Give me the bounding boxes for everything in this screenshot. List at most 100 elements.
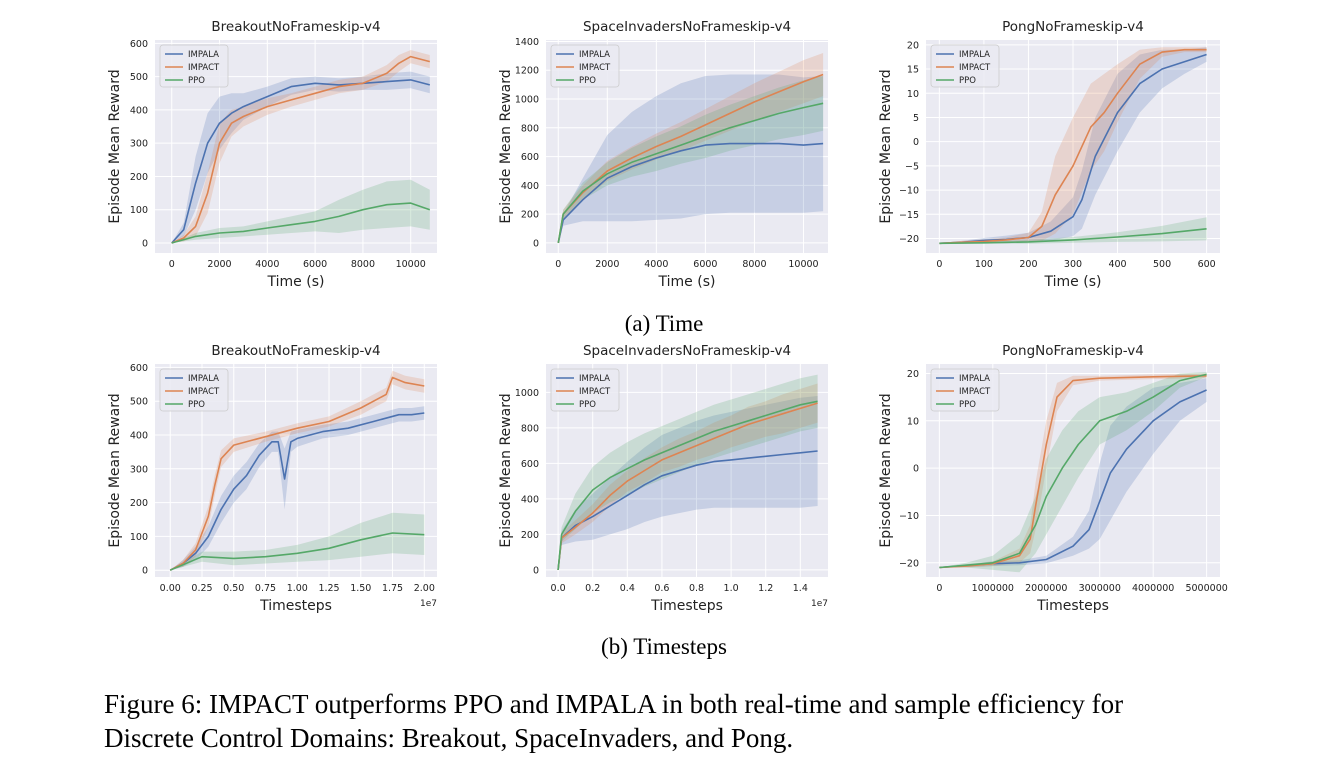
y-tick-label: 15 xyxy=(907,65,919,76)
x-tick-label: 1.2 xyxy=(758,583,773,594)
chart-panel-6: 0 1000000 2000000 3000000 4000000 5000000 −20 −… xyxy=(878,343,1228,614)
chart-title: PongNoFrameskip-v4 xyxy=(1002,19,1144,35)
y-tick-label: 1200 xyxy=(515,66,539,77)
y-axis-label: Episode Mean Reward xyxy=(878,393,894,547)
x-tick-label: 10000 xyxy=(396,259,426,270)
x-offset-label: 1e7 xyxy=(811,599,828,609)
x-tick-label: 2000 xyxy=(595,259,619,270)
chart-panel-4: 0.00 0.25 0.50 0.75 1.00 1.25 1.50 1.75 2.00 0 100… xyxy=(107,343,437,614)
series-layer xyxy=(171,50,431,244)
y-axis-label: Episode Mean Reward xyxy=(878,69,894,223)
x-tick-label: 2000 xyxy=(207,259,231,270)
legend: IMPALA IMPACT PPO xyxy=(550,368,620,412)
figure-caption-line-1: Figure 6: IMPACT outperforms PPO and IMP… xyxy=(104,689,1124,719)
series-line-impact xyxy=(939,48,1207,245)
series-band-impact xyxy=(171,50,430,243)
series-layer xyxy=(557,374,818,570)
legend-label-impala: IMPALA xyxy=(579,374,610,384)
x-tick-label: 0 xyxy=(936,583,942,594)
x-tick-label: 6000 xyxy=(303,259,327,270)
x-axis-label: Time (s) xyxy=(1044,274,1102,290)
chart-title: SpaceInvadersNoFrameskip-v4 xyxy=(583,343,791,359)
legend-box xyxy=(550,44,620,88)
x-tick-label: 4000000 xyxy=(1132,583,1174,594)
series-line-ppo xyxy=(939,373,1207,569)
y-tick-label: −10 xyxy=(899,511,919,522)
y-tick-label: 100 xyxy=(130,532,148,543)
y-tick-label: 1000 xyxy=(515,388,539,399)
y-axis-label: Episode Mean Reward xyxy=(498,69,514,223)
series-band-impala xyxy=(171,71,430,243)
legend-label-ppo: PPO xyxy=(579,76,596,86)
x-tick-label: 300 xyxy=(1064,259,1082,270)
x-axis-label: Timesteps xyxy=(650,598,723,614)
y-tick-label: 200 xyxy=(130,498,148,509)
series-line-ppo xyxy=(557,102,824,244)
legend-label-impact: IMPACT xyxy=(579,63,611,73)
y-tick-label: 100 xyxy=(130,205,148,216)
x-tick-label: 0 xyxy=(555,259,561,270)
legend-box xyxy=(159,44,229,88)
x-tick-label: 1.25 xyxy=(318,583,339,594)
x-tick-label: 10000 xyxy=(788,259,818,270)
y-tick-label: 200 xyxy=(130,172,148,183)
legend-label-impact: IMPACT xyxy=(579,387,611,397)
y-tick-label: −15 xyxy=(899,210,919,221)
series-line-ppo xyxy=(171,202,431,244)
series-band-ppo xyxy=(171,179,430,243)
x-tick-label: 1.00 xyxy=(287,583,308,594)
legend-label-impala: IMPALA xyxy=(188,374,219,384)
y-tick-label: 1000 xyxy=(515,95,539,106)
y-tick-label: 600 xyxy=(130,363,148,374)
x-tick-label: 1.50 xyxy=(350,583,371,594)
chart-panel-3: 0 100 200 300 400 500 600 −20 −15 −10 −5 0 5 10 15 20 Po… xyxy=(878,19,1220,290)
x-tick-label: 200 xyxy=(1019,259,1037,270)
x-tick-label: 2000000 xyxy=(1025,583,1067,594)
x-tick-label: 0.2 xyxy=(585,583,600,594)
legend-label-impala: IMPALA xyxy=(959,374,990,384)
y-tick-label: 400 xyxy=(521,494,539,505)
y-tick-label: 0 xyxy=(913,464,919,475)
x-tick-label: 0.25 xyxy=(191,583,212,594)
series-line-impact xyxy=(171,55,431,244)
legend: IMPALA IMPACT PPO xyxy=(159,44,229,88)
legend-label-ppo: PPO xyxy=(959,400,976,410)
x-axis-label: Time (s) xyxy=(267,274,325,290)
subcaption-b: (b) Timesteps xyxy=(601,634,727,659)
legend-label-impact: IMPACT xyxy=(188,63,220,73)
series-band-impact xyxy=(558,383,818,570)
y-tick-label: 300 xyxy=(130,464,148,475)
y-tick-label: −10 xyxy=(899,186,919,197)
legend-label-impact: IMPACT xyxy=(188,387,220,397)
chart-panel-5: 0.0 0.2 0.4 0.6 0.8 1.0 1.2 1.4 0 200 400 600 800 100… xyxy=(498,343,828,614)
series-line-impala xyxy=(557,450,818,570)
series-band-impala xyxy=(558,396,818,570)
x-tick-label: 1000000 xyxy=(972,583,1014,594)
x-tick-label: 8000 xyxy=(742,259,766,270)
y-tick-label: 10 xyxy=(907,416,919,427)
series-line-ppo xyxy=(939,228,1207,245)
x-tick-label: 0.4 xyxy=(620,583,635,594)
figure-caption-line-2: Discrete Control Domains: Breakout, Spac… xyxy=(104,723,794,753)
series-band-ppo xyxy=(170,512,425,571)
y-tick-label: 300 xyxy=(130,139,148,150)
x-tick-label: 4000 xyxy=(644,259,668,270)
y-axis-label: Episode Mean Reward xyxy=(107,393,123,547)
x-tick-label: 8000 xyxy=(351,259,375,270)
figure-caption: Figure 6: IMPACT outperforms PPO and IMP… xyxy=(104,687,1228,755)
y-tick-label: −20 xyxy=(899,234,919,245)
series-band-impact xyxy=(939,47,1207,244)
x-tick-label: 0.00 xyxy=(160,583,181,594)
x-tick-label: 3000000 xyxy=(1079,583,1121,594)
series-line-impala xyxy=(939,53,1207,245)
legend-label-impala: IMPALA xyxy=(579,50,610,60)
y-axis-label: Episode Mean Reward xyxy=(498,393,514,547)
y-tick-label: 0 xyxy=(913,137,919,148)
y-tick-label: 600 xyxy=(521,152,539,163)
series-band-impala xyxy=(939,378,1207,568)
y-tick-label: 20 xyxy=(907,40,919,51)
series-line-impala xyxy=(557,142,824,244)
y-tick-label: 0 xyxy=(142,239,148,250)
series-layer xyxy=(939,47,1207,245)
y-tick-label: −5 xyxy=(905,161,919,172)
